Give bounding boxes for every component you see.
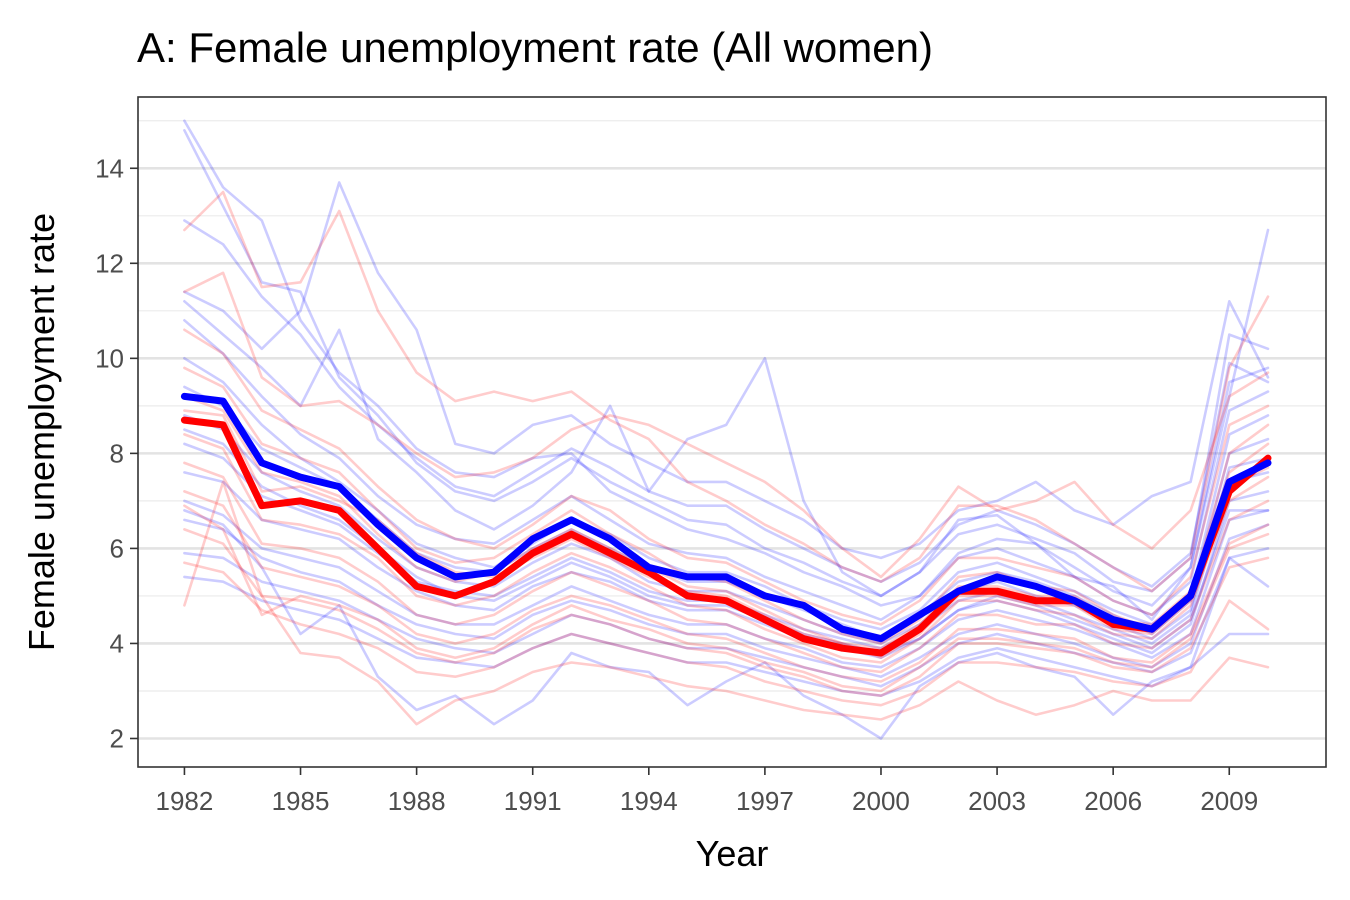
x-tick-label: 2003 [968, 786, 1026, 816]
major-gridlines [138, 166, 1326, 740]
x-tick-label: 1991 [504, 786, 562, 816]
series-line [183, 499, 1270, 669]
series-line [183, 561, 1270, 707]
series-line [183, 461, 1270, 674]
y-tick-label: 4 [110, 628, 124, 658]
series-line [183, 547, 1270, 688]
series-line [183, 480, 1270, 726]
y-tick-label: 14 [95, 153, 124, 183]
series-line [183, 433, 1270, 664]
x-tick-label: 1988 [388, 786, 446, 816]
plot-border [137, 96, 1327, 768]
chart-title: A: Female unemployment rate (All women) [137, 24, 933, 71]
series-line [183, 318, 1270, 622]
x-tick-label: 2009 [1200, 786, 1258, 816]
series-line [183, 181, 1270, 560]
series-line [183, 228, 1270, 622]
series-line [183, 190, 1270, 593]
series-line [183, 328, 1270, 626]
series-line [183, 509, 1270, 740]
series-line [183, 518, 1270, 679]
y-tick-label: 2 [110, 723, 124, 753]
series-line [183, 219, 1270, 588]
x-axis: 1982 1985 1988 1991 1994 1997 2000 2003 2006 2009 [156, 767, 1258, 816]
plot-panel [138, 97, 1326, 767]
series-line [183, 119, 1270, 607]
series-line [183, 366, 1270, 645]
series-line [183, 471, 1270, 660]
minor-gridlines [138, 120, 1326, 692]
x-tick-label: 1982 [156, 786, 214, 816]
x-tick-label: 1997 [736, 786, 794, 816]
y-tick-label: 8 [110, 438, 124, 468]
y-axis: 2 4 6 8 10 12 14 [95, 153, 138, 753]
y-tick-label: 10 [95, 343, 124, 373]
y-tick-label: 6 [110, 533, 124, 563]
series-line [183, 490, 1270, 683]
series-line [183, 271, 1270, 579]
series-line [183, 575, 1270, 698]
series-layer [180, 119, 1272, 740]
x-axis-title: Year [696, 833, 769, 874]
x-tick-label: 2006 [1084, 786, 1142, 816]
series-line [183, 129, 1270, 598]
x-tick-label: 1994 [620, 786, 678, 816]
x-tick-label: 1985 [272, 786, 330, 816]
emphasis-series-line [180, 392, 1272, 643]
y-axis-title: Female unemployment rate [21, 213, 62, 651]
x-tick-label: 2000 [852, 786, 910, 816]
series-line [183, 528, 1270, 698]
series-line [183, 504, 1270, 693]
series-line [183, 356, 1270, 631]
y-tick-label: 12 [95, 248, 124, 278]
